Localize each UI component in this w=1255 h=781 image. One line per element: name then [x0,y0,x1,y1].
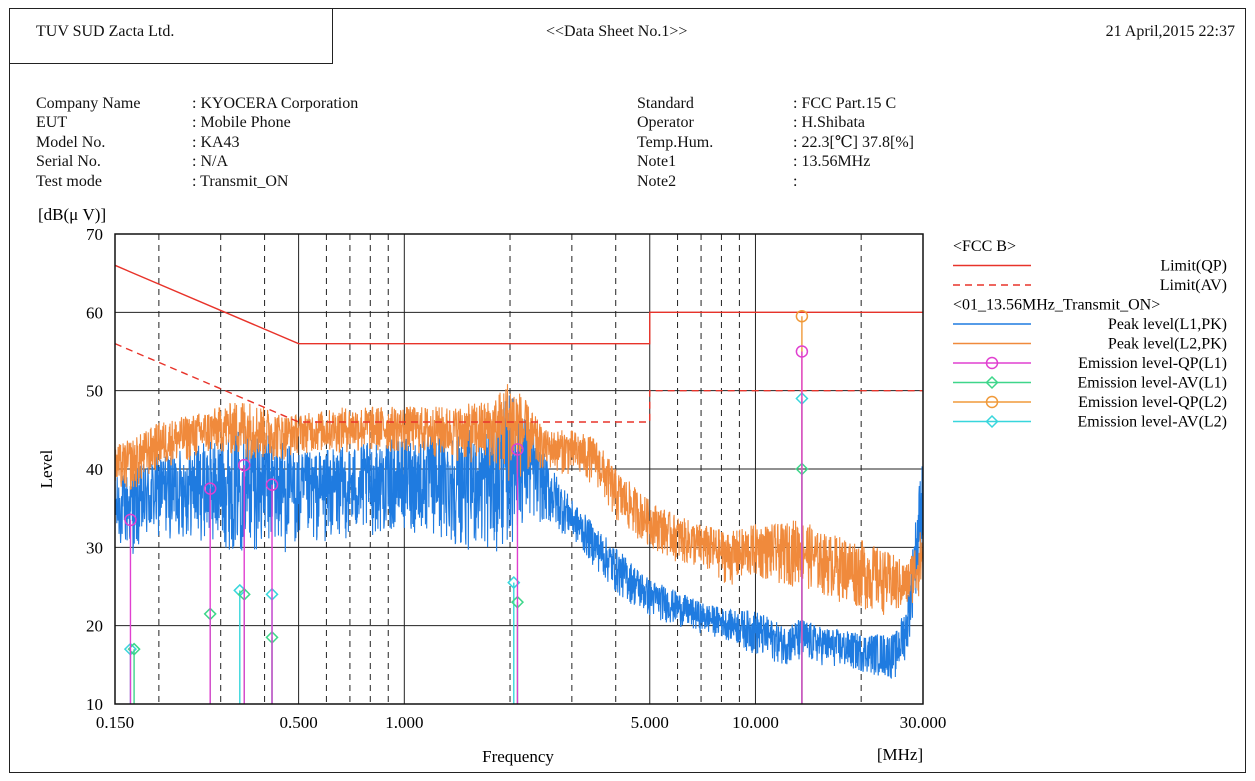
emission-qp-l1-marker [124,513,137,527]
emission-qp-l1-marker [237,458,251,472]
info-label: Standard [637,95,694,112]
legend-entry-label: Limit(QP) [1160,258,1227,275]
company-name-header: TUV SUD Zacta Ltd. [36,23,175,40]
report-datetime: 21 April,2015 22:37 [1105,23,1235,40]
emission-qp-l2-marker [795,310,809,323]
info-value: : FCC Part.15 C [793,95,897,112]
y-axis-label: Level [37,449,56,488]
peak-level-l1-trace [115,395,923,679]
legend-group-title: <FCC B> [953,238,1016,255]
info-label: EUT [36,114,68,132]
legend-entry-label: Peak level(L2,PK) [1108,336,1227,353]
emission-qp-l1-marker [511,443,524,456]
x-axis-label: Frequency [482,747,554,766]
info-value: : N/A [192,153,228,171]
y-tick-label: 50 [86,382,103,401]
info-label: Note1 [637,153,677,171]
info-label: Model No. [36,133,106,151]
x-tick-label: 10.000 [732,713,779,732]
legend-marker-av_l1 [985,375,999,390]
emission-qp-l1-marker [265,478,279,491]
legend-group-title: <01_13.56MHz_Transmit_ON> [953,297,1160,314]
legend-marker-av_l2 [985,414,999,429]
info-value: : Transmit_ON [192,172,289,190]
emission-qp-l1-marker [795,345,809,358]
info-value: : [793,172,798,190]
legend-entry-label: Emission level-QP(L1) [1078,355,1227,372]
info-value: : KYOCERA Corporation [192,95,359,112]
emission-qp-l1-marker [203,482,217,495]
info-value: : Mobile Phone [192,114,291,132]
company-box: TUV SUD Zacta Ltd. [10,9,333,64]
legend-entry-label: Emission level-QP(L2) [1078,394,1227,411]
legend-marker-qp_l2 [985,395,999,409]
x-tick-label: 1.000 [385,713,423,732]
limit-qp-line [115,264,923,345]
info-labels-right: Standard Operator Temp.Hum. Note1 Note2 [637,94,713,191]
y-tick-label: 60 [86,303,103,322]
x-tick-label: 0.150 [96,713,134,732]
y-tick-label: 20 [86,617,103,636]
y-tick-label: 10 [86,695,103,714]
legend-entry-label: Peak level(L1,PK) [1108,316,1227,333]
info-label: Company Name [36,95,141,112]
y-tick-label: 30 [86,538,103,557]
plot-frame [114,233,924,705]
info-value: : KA43 [192,133,240,151]
info-value: : 22.3[℃] 37.8[%] [793,133,914,151]
y-tick-label: 40 [86,460,103,479]
x-tick-label: 30.000 [900,713,947,732]
info-value: : H.Shibata [793,114,865,132]
info-label: Operator [637,114,694,132]
x-tick-label: 5.000 [631,713,669,732]
x-axis-unit: [MHz] [877,745,923,764]
limit-av-line [115,343,923,423]
info-label: Note2 [637,172,677,190]
data-sheet: TUV SUD Zacta Ltd. <<Data Sheet No.1>> 2… [9,8,1246,773]
info-label: Temp.Hum. [637,133,714,151]
info-label: Serial No. [36,153,101,171]
info-label: Test mode [36,172,102,190]
info-labels-left: Company Name EUT Model No. Serial No. Te… [36,94,140,191]
peak-level-l2-trace [115,384,923,615]
legend-marker-qp_l1 [985,356,999,370]
info-value: : 13.56MHz [793,153,871,171]
info-values-left: : KYOCERA Corporation : Mobile Phone : K… [192,94,358,191]
legend-entry-label: Emission level-AV(L2) [1078,414,1227,431]
y-axis-unit: [dB(μ V)] [38,205,106,224]
y-tick-label: 70 [86,225,103,244]
sheet-title: <<Data Sheet No.1>> [546,23,688,40]
legend-entry-label: Emission level-AV(L1) [1078,375,1227,392]
info-values-right: : FCC Part.15 C : H.Shibata : 22.3[℃] 37… [793,94,914,191]
x-tick-label: 0.500 [279,713,317,732]
legend-entry-label: Limit(AV) [1160,277,1227,294]
